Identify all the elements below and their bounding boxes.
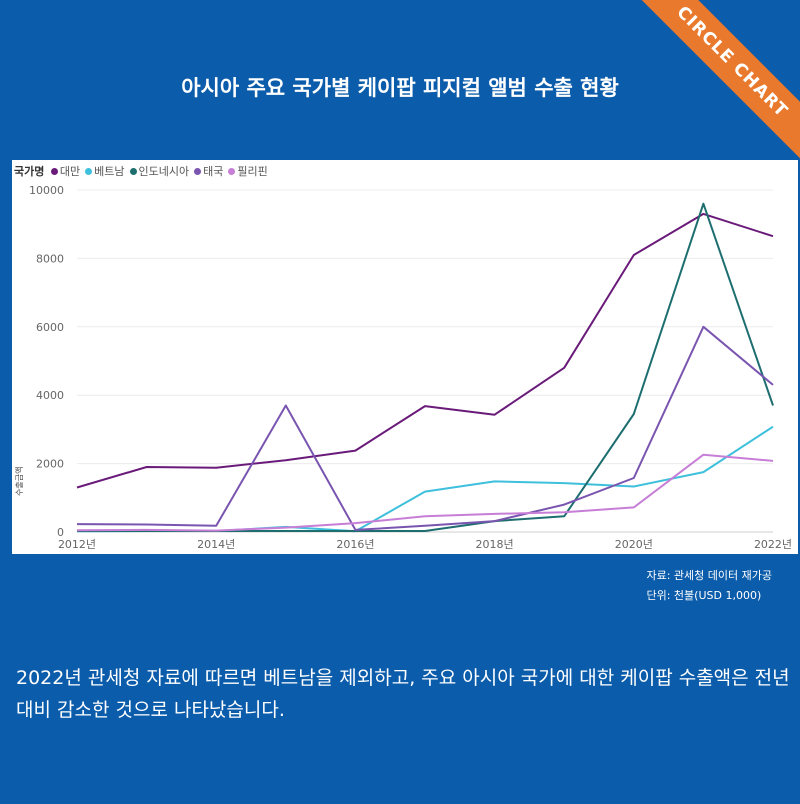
series-line[interactable]: [76, 453, 774, 532]
legend-item[interactable]: 인도네시아: [129, 165, 190, 178]
x-tick-label: 2022년: [754, 538, 792, 551]
legend-dot: [129, 168, 137, 175]
chart-legend: 국가명 대만 베트남 인도네시아 태국 필리핀: [14, 163, 273, 179]
caption-text: 2022년 관세청 자료에 따르면 베트남을 제외하고, 주요 아시아 국가에 …: [16, 667, 790, 721]
y-tick-label: 4000: [36, 389, 64, 402]
x-tick-label: 2020년: [615, 538, 653, 551]
series-line[interactable]: [76, 325, 774, 531]
legend-label: 필리핀: [237, 165, 268, 178]
legend-item[interactable]: 베트남: [85, 165, 125, 178]
unit-line: 단위: 천불(USD 1,000): [646, 589, 762, 602]
legend-dot: [194, 168, 202, 175]
y-axis-label: 수출금액: [15, 466, 24, 496]
legend-title: 국가명: [14, 165, 45, 178]
legend-label: 대만: [59, 165, 81, 178]
legend-dot: [85, 168, 93, 175]
x-tick-label: 2016년: [336, 538, 374, 551]
legend-item[interactable]: 필리핀: [228, 165, 268, 178]
x-tick-label: 2012년: [58, 538, 96, 551]
y-tick-label: 2000: [36, 458, 64, 471]
legend-dot: [228, 168, 236, 175]
y-tick-label: 6000: [36, 321, 64, 334]
legend-item[interactable]: 태국: [194, 165, 223, 178]
legend-label: 태국: [203, 165, 224, 178]
y-tick-label: 0: [57, 526, 64, 539]
legend-item[interactable]: 대만: [50, 165, 81, 178]
series-line[interactable]: [76, 212, 774, 489]
legend-dot: [50, 168, 58, 175]
source-note: 자료: 관세청 데이터 재가공 단위: 천불(USD 1,000): [646, 566, 772, 606]
x-tick-label: 2018년: [476, 538, 514, 551]
page-title: 아시아 주요 국가별 케이팝 피지컬 앨범 수출 현황: [181, 76, 619, 100]
source-line: 자료: 관세청 데이터 재가공: [646, 569, 772, 582]
y-tick-label: 8000: [36, 252, 64, 265]
legend-label: 인도네시아: [138, 165, 190, 178]
line-chart: 0 2000 4000 6000 8000 10000 2012년 2014년 2016년 201…: [29, 184, 792, 551]
chart-panel: 국가명 대만 베트남 인도네시아 태국 필리핀 0 2000 4000 6000 8000 100…: [12, 160, 798, 554]
legend-label: 베트남: [94, 165, 125, 178]
x-tick-label: 2014년: [197, 538, 235, 551]
y-tick-label: 10000: [29, 184, 64, 197]
